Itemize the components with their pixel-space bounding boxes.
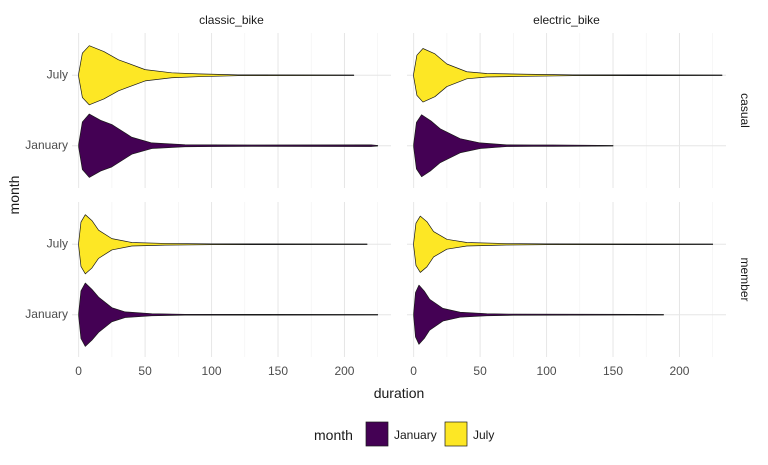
x-axis-title: duration — [374, 385, 425, 401]
facet-column-label: electric_bike — [533, 13, 600, 27]
y-axis-title: month — [6, 176, 22, 215]
facet-column-label: classic_bike — [199, 13, 264, 27]
violin-july — [78, 45, 355, 106]
x-tick-label: 150 — [268, 364, 288, 378]
panel-grid — [407, 202, 726, 357]
y-tick-label: July — [47, 236, 68, 250]
x-tick-label: 150 — [603, 364, 623, 378]
legend-label: July — [473, 428, 494, 442]
x-tick-label: 200 — [334, 364, 354, 378]
legend-item-july: July — [444, 421, 494, 447]
x-tick-label: 50 — [138, 364, 152, 378]
x-tick-label: 100 — [537, 364, 557, 378]
violin-january — [413, 114, 614, 178]
x-tick-label: 0 — [410, 364, 417, 378]
legend-key-january — [365, 421, 389, 447]
legend-item-january: January — [365, 421, 437, 447]
y-tick-label: January — [25, 138, 68, 152]
x-tick-label: 200 — [669, 364, 689, 378]
panel-grid — [72, 33, 391, 188]
violin-january — [413, 284, 664, 345]
panel-electric_bike-member — [413, 215, 714, 345]
x-tick-label: 50 — [473, 364, 487, 378]
violin-july — [413, 215, 714, 273]
panel-grid — [407, 33, 726, 188]
y-tick-label: July — [47, 67, 68, 81]
violin-july — [413, 48, 723, 103]
facet-row-label: casual — [738, 93, 752, 128]
legend-key-july — [444, 421, 468, 447]
panel-classic_bike-casual — [78, 45, 379, 178]
x-tick-label: 100 — [202, 364, 222, 378]
x-tick-label: 0 — [75, 364, 82, 378]
legend-label: January — [394, 428, 437, 442]
violin-january — [78, 282, 379, 347]
violin-july — [78, 214, 368, 275]
y-tick-label: January — [25, 307, 68, 321]
panel-grid — [72, 202, 391, 357]
facet-row-label: member — [738, 257, 752, 301]
panel-classic_bike-member — [78, 214, 379, 347]
panel-electric_bike-casual — [413, 48, 723, 178]
legend: month January July — [314, 421, 494, 447]
violin-january — [78, 113, 379, 178]
legend-title: month — [314, 427, 353, 443]
